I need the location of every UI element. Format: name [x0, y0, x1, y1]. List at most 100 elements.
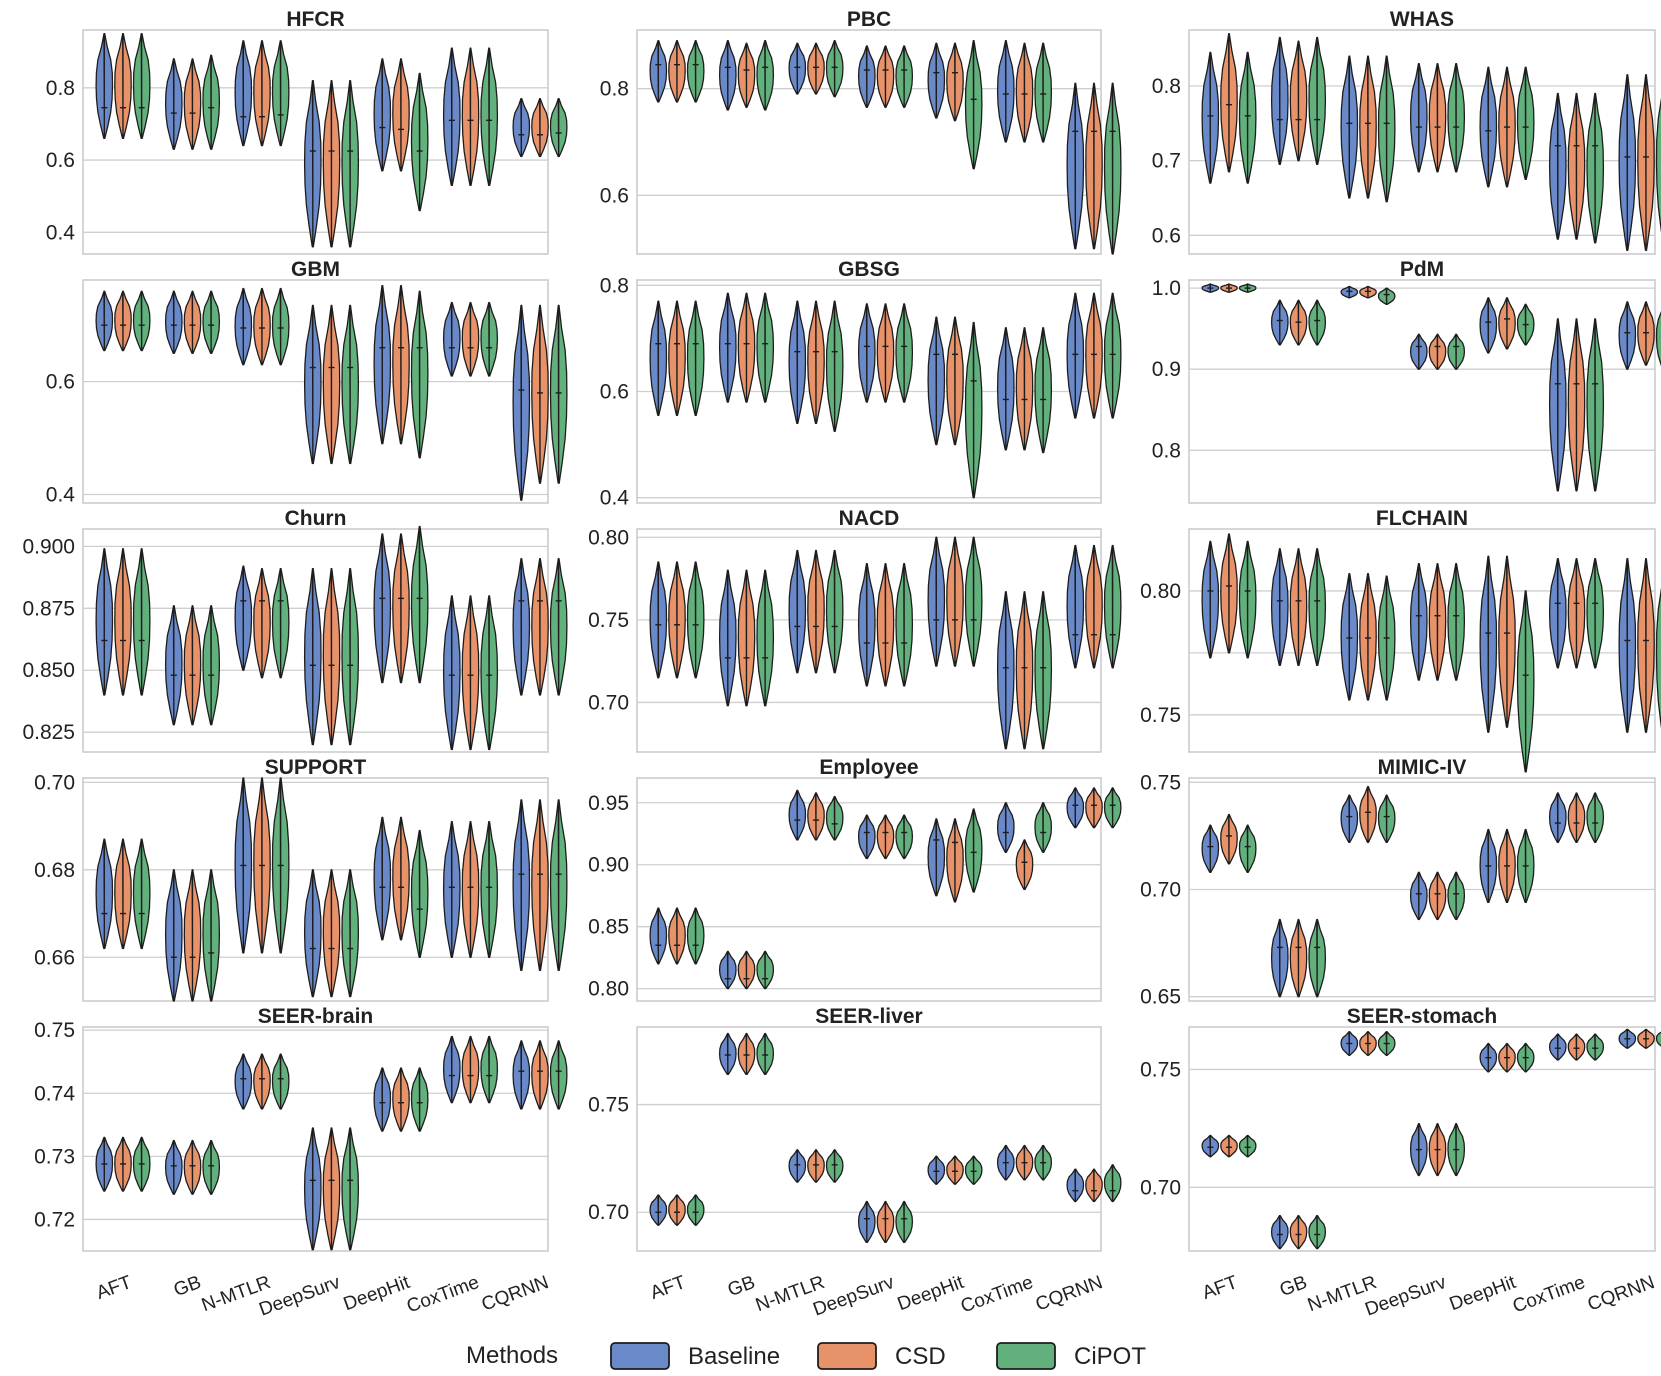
violin-cqrnn-cipot [1103, 292, 1122, 419]
violin-aft-baseline [1201, 283, 1220, 293]
violin-n-mtlr-csd [1359, 785, 1377, 843]
violin-deepsurv-csd [1428, 871, 1447, 921]
panel-support: 0.66 0.68 0.70 SUPPORT [34, 756, 568, 1002]
violin-n-mtlr-baseline [788, 789, 807, 841]
violin-cqrnn-baseline [1066, 787, 1085, 829]
violin-coxtime-csd [1567, 1033, 1586, 1061]
violin-cqrnn-csd [531, 97, 549, 158]
violin-aft-cipot [132, 548, 151, 696]
violin-deepsurv-csd [322, 1127, 341, 1251]
violin-coxtime-cipot [1586, 318, 1605, 492]
violin-deepsurv-csd [1428, 563, 1447, 681]
panel-flchain: 0.75 0.80 FLCHAIN [1140, 507, 1661, 773]
panel-nacd: 0.70 0.75 0.80 NACD [588, 507, 1122, 753]
y-tick-label: 1.0 [1152, 277, 1181, 300]
violin-deephit-csd [946, 536, 964, 667]
y-tick-label: 0.6 [46, 149, 75, 172]
violin-cqrnn-cipot [1655, 1031, 1661, 1047]
violin-gb-cipot [756, 40, 775, 111]
y-tick-label: 0.6 [1152, 224, 1181, 247]
y-tick-label: 0.9 [1152, 358, 1181, 381]
legend-label-baseline: Baseline [688, 1343, 780, 1370]
violin-cqrnn-cipot [1103, 544, 1122, 669]
violin-deepsurv-baseline [857, 814, 876, 860]
violin-deephit-cipot [410, 72, 429, 212]
y-tick-label: 0.875 [22, 597, 75, 620]
violin-n-mtlr-csd [253, 287, 271, 366]
violin-n-mtlr-csd [807, 42, 825, 95]
violin-deephit-baseline [1479, 1042, 1498, 1073]
violin-deephit-baseline [373, 816, 392, 941]
violin-gb-baseline [718, 292, 737, 403]
violin-gb-csd [183, 290, 202, 355]
violin-gb-csd [737, 1032, 756, 1076]
panel-title: WHAS [1390, 8, 1454, 31]
violin-n-mtlr-cipot [271, 567, 290, 679]
violin-coxtime-cipot [1034, 42, 1053, 143]
violin-n-mtlr-baseline [788, 549, 807, 674]
violin-deepsurv-csd [876, 563, 895, 687]
violin-deepsurv-csd [322, 567, 341, 746]
violin-cqrnn-baseline [1066, 292, 1085, 419]
x-tick-label: CoxTime [958, 1272, 1036, 1317]
panel-title: MIMIC-IV [1378, 756, 1467, 779]
violin-coxtime-baseline [1548, 1033, 1567, 1061]
panel-title: GBM [291, 258, 340, 281]
violin-coxtime-csd [461, 301, 480, 377]
violin-deepsurv-cipot [1447, 563, 1466, 681]
legend-swatch-cipot [996, 1342, 1056, 1370]
violin-aft-baseline [1201, 1134, 1220, 1158]
violin-deephit-csd [1498, 297, 1516, 350]
plot-frame [1188, 777, 1656, 1002]
violin-deepsurv-cipot [341, 869, 360, 998]
violin-aft-cipot [1238, 51, 1257, 184]
panel-employee: 0.80 0.85 0.90 0.95 Employee [588, 756, 1122, 1002]
violin-deepsurv-cipot [895, 45, 914, 108]
y-tick-label: 0.850 [22, 659, 75, 682]
panel-title: PBC [847, 8, 891, 31]
violin-n-mtlr-baseline [234, 287, 253, 366]
violin-deepsurv-cipot [895, 814, 914, 860]
violin-deephit-baseline [373, 58, 392, 172]
violin-aft-csd [1220, 1134, 1238, 1158]
violin-n-mtlr-baseline [788, 42, 807, 95]
violin-coxtime-baseline [1548, 92, 1567, 240]
violin-gb-cipot [202, 1139, 221, 1195]
violin-n-mtlr-csd [1359, 55, 1377, 199]
violin-cqrnn-cipot [549, 558, 568, 696]
x-tick-label: AFT [648, 1272, 689, 1304]
violin-aft-csd [114, 838, 132, 950]
violin-deepsurv-baseline [857, 45, 876, 108]
violin-gb-csd [183, 1139, 202, 1195]
violin-gb-baseline [164, 869, 183, 1002]
y-tick-label: 0.75 [1140, 704, 1181, 727]
violin-gb-csd [737, 42, 756, 108]
violin-n-mtlr-cipot [271, 287, 290, 366]
violin-gb-cipot [756, 950, 775, 990]
y-tick-label: 0.4 [46, 484, 76, 507]
y-tick-label: 0.95 [588, 792, 629, 815]
x-tick-label: CQRNN [1585, 1272, 1658, 1316]
y-tick-label: 0.85 [588, 916, 629, 939]
violin-deephit-csd [392, 533, 410, 684]
violin-deepsurv-csd [876, 303, 895, 403]
violin-aft-cipot [1238, 824, 1257, 873]
violin-deepsurv-baseline [1409, 333, 1428, 370]
violin-aft-cipot [686, 40, 705, 103]
violin-gb-cipot [202, 54, 221, 150]
violin-coxtime-csd [461, 595, 480, 751]
x-tick-label: AFT [94, 1272, 135, 1304]
violin-n-mtlr-csd [253, 567, 271, 679]
violin-gb-baseline [718, 569, 737, 707]
y-tick-label: 0.70 [588, 1201, 629, 1224]
violin-gb-cipot [756, 1032, 775, 1076]
violin-cqrnn-cipot [549, 799, 568, 972]
violin-deephit-cipot [410, 1067, 429, 1132]
violin-deepsurv-baseline [303, 79, 322, 248]
violin-deephit-csd [392, 816, 410, 941]
violin-coxtime-baseline [996, 327, 1015, 451]
violin-cqrnn-csd [531, 558, 549, 696]
violin-deepsurv-baseline [857, 563, 876, 687]
violin-coxtime-csd [461, 47, 480, 187]
violin-gb-cipot [756, 292, 775, 403]
